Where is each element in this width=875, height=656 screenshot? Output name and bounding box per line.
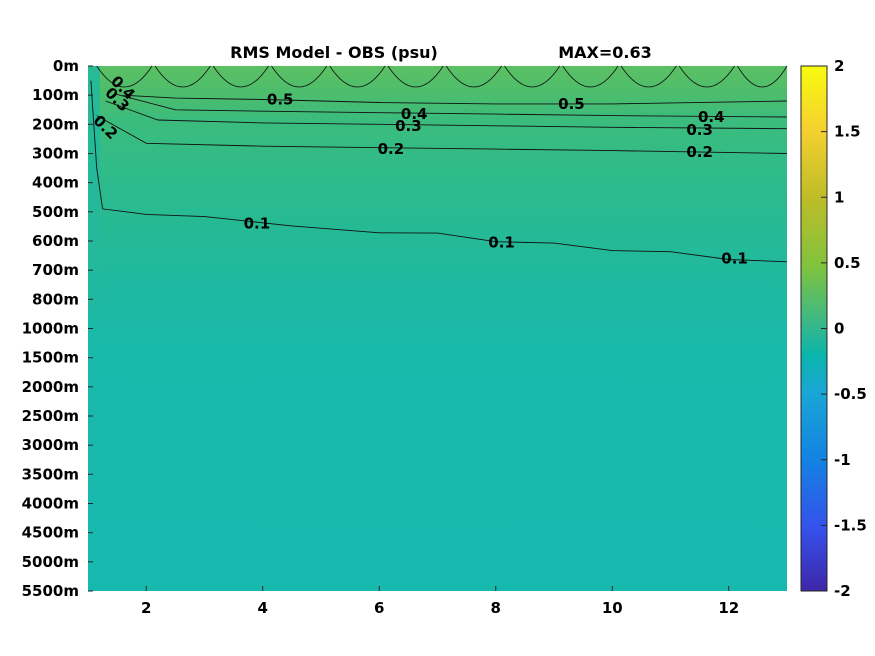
y-tick-label: 600m xyxy=(32,232,79,250)
y-tick-label: 1500m xyxy=(22,349,79,367)
x-tick-label: 2 xyxy=(141,599,151,617)
left-edge-band xyxy=(88,66,100,306)
colorbar-tick-label: 1 xyxy=(834,188,844,206)
surface-contour-loop xyxy=(96,65,153,88)
colorbar-tick-label: -0.5 xyxy=(834,385,867,403)
contour-label: 0.1 xyxy=(244,215,271,233)
surface-contour-loop xyxy=(737,65,788,88)
surface-contour-loop xyxy=(212,65,269,88)
contour-label: 0.4 xyxy=(401,105,428,123)
y-tick-label: 300m xyxy=(32,145,79,163)
surface-contour-loop xyxy=(620,65,677,88)
contour-line-0-1 xyxy=(90,80,788,263)
contour-label: 0.5 xyxy=(267,91,294,109)
max-label: MAX=0.63 xyxy=(558,43,652,62)
contour-label: 0.3 xyxy=(395,117,422,135)
surface-contour-loop xyxy=(154,65,211,88)
y-tick-label: 3000m xyxy=(22,436,79,454)
colorbar-tick-label: 0 xyxy=(834,320,844,338)
contour-label: 0.5 xyxy=(558,95,585,113)
y-tick-label: 200m xyxy=(32,115,79,133)
contour-label: 0.3 xyxy=(686,121,713,139)
y-tick-label: 0m xyxy=(53,57,79,75)
colorbar-tick-label: -1 xyxy=(834,451,851,469)
contour-label: 0.2 xyxy=(378,140,405,158)
colorbar-tick-label: -2 xyxy=(834,582,851,600)
surface-contour-loop xyxy=(271,65,328,88)
y-tick-label: 4000m xyxy=(22,495,79,513)
contour-layer xyxy=(90,65,788,263)
y-tick-label: 700m xyxy=(32,261,79,279)
x-tick-label: 6 xyxy=(374,599,384,617)
contour-label: 0.4 xyxy=(698,108,725,126)
surface-contour-loop xyxy=(678,65,735,88)
contour-label: 0.2 xyxy=(686,143,713,161)
heatmap-field xyxy=(88,66,787,591)
y-tick-label: 400m xyxy=(32,174,79,192)
colorbar-tick-label: 0.5 xyxy=(834,254,861,272)
x-tick-label: 10 xyxy=(602,599,623,617)
deep-transition-band xyxy=(88,270,777,306)
y-tick-label: 1000m xyxy=(22,320,79,338)
contour-line-0-4 xyxy=(114,93,788,118)
surface-contour-loop xyxy=(504,65,561,88)
colorbar-tick-label: 2 xyxy=(834,57,844,75)
y-tick-label: 5000m xyxy=(22,553,79,571)
y-tick-label: 500m xyxy=(32,203,79,221)
x-tick-label: 4 xyxy=(258,599,268,617)
y-tick-label: 800m xyxy=(32,290,79,308)
y-tick-label: 2500m xyxy=(22,407,79,425)
surface-contour-loop xyxy=(445,65,502,88)
colorbar-ticks: 2 1.5 1 0.5 0 -0.5 -1 -1.5 -2 xyxy=(821,57,867,600)
contour-label: 0.1 xyxy=(488,233,515,251)
chart-title: RMS Model - OBS (psu) xyxy=(230,43,438,62)
contour-label: 0.1 xyxy=(721,250,748,268)
contour-line-0-2 xyxy=(96,115,788,154)
y-axis-ticks: 0m 100m 200m 300m 400m 500m 600m 700m 800m 1000m 1… xyxy=(22,57,93,600)
y-tick-label: 2000m xyxy=(22,378,79,396)
x-tick-label: 8 xyxy=(491,599,501,617)
colorbar-tick-label: -1.5 xyxy=(834,516,867,534)
surface-contour-loop xyxy=(387,65,444,88)
contour-line-0-3 xyxy=(105,100,788,130)
heatmap-overlay xyxy=(88,66,777,306)
y-tick-label: 5500m xyxy=(22,582,79,600)
surface-contour-loop xyxy=(329,65,386,88)
y-tick-label: 4500m xyxy=(22,524,79,542)
x-tick-label: 12 xyxy=(718,599,739,617)
y-tick-label: 100m xyxy=(32,86,79,104)
contour-line-0-5 xyxy=(122,94,788,105)
x-axis-ticks: 2 4 6 8 10 12 xyxy=(141,586,739,617)
colorbar-tick-label: 1.5 xyxy=(834,123,861,141)
y-tick-label: 3500m xyxy=(22,465,79,483)
surface-contour-loop xyxy=(562,65,619,88)
